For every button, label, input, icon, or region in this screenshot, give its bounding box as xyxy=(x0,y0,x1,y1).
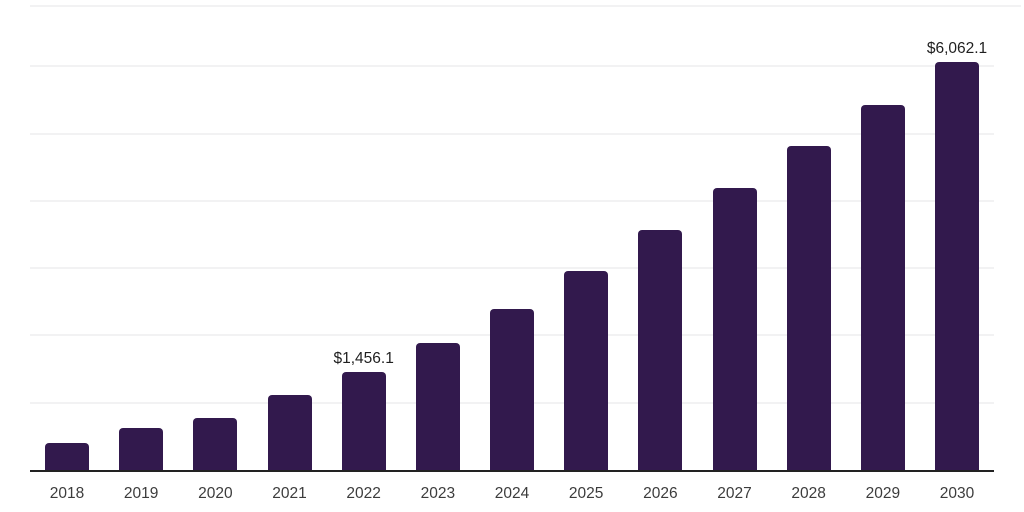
bar-2027[interactable] xyxy=(713,188,757,470)
gridline-4000 xyxy=(30,200,994,202)
x-tick-label-2029: 2029 xyxy=(865,485,901,502)
bar-2021[interactable] xyxy=(268,395,312,470)
x-tick-label-2023: 2023 xyxy=(420,485,456,502)
x-tick-label-2028: 2028 xyxy=(791,485,826,502)
x-tick-label-2024: 2024 xyxy=(494,485,530,502)
bar-value-label-2030: $6,062.1 xyxy=(926,40,988,57)
x-tick-label-2027: 2027 xyxy=(717,485,752,502)
bar-2022[interactable] xyxy=(342,372,386,470)
gridline-6000 xyxy=(30,65,994,67)
plot-top-border xyxy=(30,5,1021,7)
gridline-3000 xyxy=(30,267,994,269)
x-tick-label-2026: 2026 xyxy=(643,485,678,502)
bar-2023[interactable] xyxy=(416,343,460,470)
x-tick-label-2020: 2020 xyxy=(198,485,233,502)
bar-value-label-2022: $1,456.1 xyxy=(333,350,394,367)
bar-2024[interactable] xyxy=(490,309,534,470)
x-tick-label-2021: 2021 xyxy=(272,485,307,502)
bar-2030[interactable] xyxy=(935,62,979,470)
bar-2018[interactable] xyxy=(45,443,89,470)
x-axis-line xyxy=(30,470,994,472)
gridline-5000 xyxy=(30,133,994,135)
bar-2029[interactable] xyxy=(861,105,905,470)
bar-2020[interactable] xyxy=(193,418,237,470)
x-tick-label-2022: 2022 xyxy=(346,485,381,502)
bar-2026[interactable] xyxy=(638,230,682,470)
x-tick-label-2019: 2019 xyxy=(123,485,159,502)
bar-2028[interactable] xyxy=(787,146,831,470)
x-tick-label-2025: 2025 xyxy=(568,485,604,502)
bar-2025[interactable] xyxy=(564,271,608,470)
bar-2019[interactable] xyxy=(119,428,163,470)
x-tick-label-2030: 2030 xyxy=(939,485,975,502)
x-tick-label-2018: 2018 xyxy=(49,485,85,502)
